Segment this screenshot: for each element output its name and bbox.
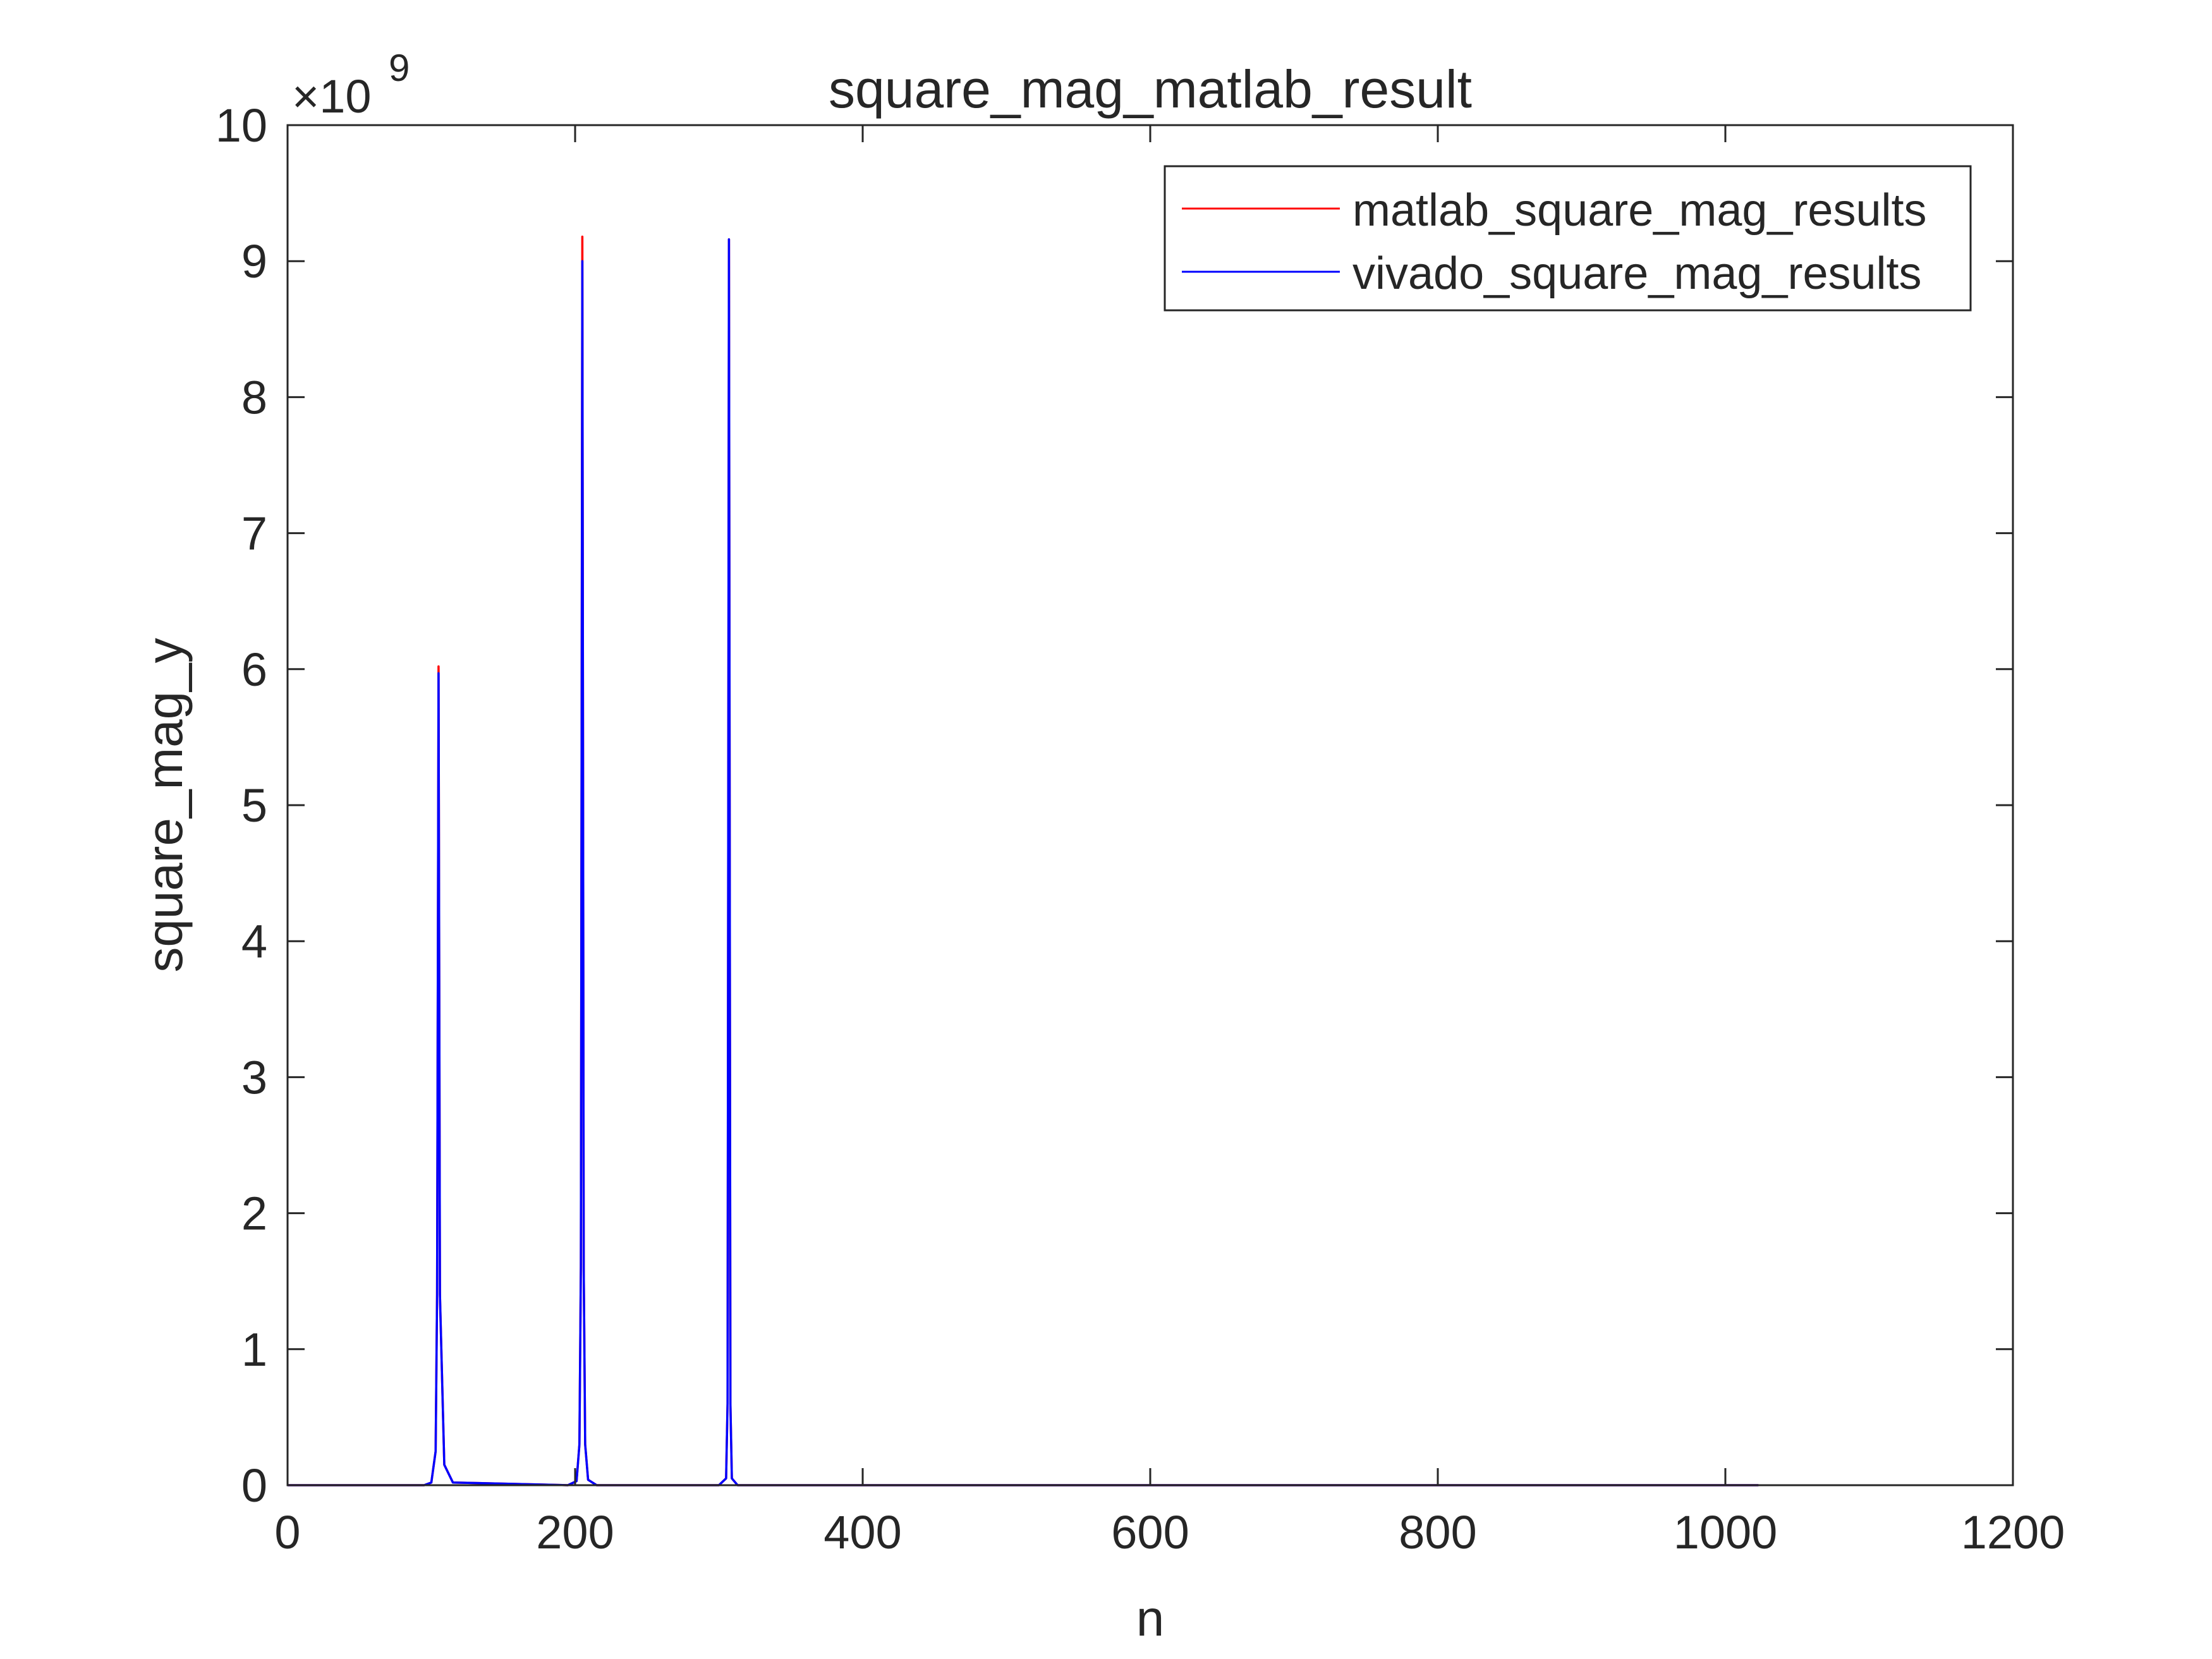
legend-box xyxy=(1164,165,1972,312)
y-axis-ticks: 0 1 2 3 4 5 6 7 8 9 10 xyxy=(216,99,2013,1512)
x-tick-label: 0 xyxy=(274,1506,300,1559)
x-tick-label: 1000 xyxy=(1674,1506,1778,1559)
y-tick-label: 0 xyxy=(241,1459,267,1512)
y-tick-label: 2 xyxy=(241,1188,267,1240)
x-axis-title: n xyxy=(1136,1590,1165,1646)
x-tick-label: 600 xyxy=(1111,1506,1189,1559)
y-tick-label: 10 xyxy=(216,99,267,152)
x-axis-ticks: 0 200 400 600 800 1000 1200 xyxy=(274,125,2065,1559)
x-tick-label: 400 xyxy=(823,1506,901,1559)
y-axis-title: square_mag_y xyxy=(137,638,193,972)
y-axis-exponent-power: 9 xyxy=(389,47,410,89)
legend-label-matlab: matlab_square_mag_results xyxy=(1352,185,1927,236)
y-tick-label: 4 xyxy=(241,915,267,968)
y-tick-label: 5 xyxy=(241,779,267,832)
legend-label-vivado: vivado_square_mag_results xyxy=(1352,248,1922,299)
x-tick-label: 800 xyxy=(1399,1506,1476,1559)
y-tick-label: 6 xyxy=(241,643,267,696)
series-layer xyxy=(288,235,1759,1486)
series-line-vivado xyxy=(288,238,1759,1486)
y-tick-label: 9 xyxy=(241,235,267,288)
plot-area xyxy=(288,125,2013,1485)
chart-title: square_mag_matlab_result xyxy=(829,59,1472,119)
y-axis-exponent-base: ×10 xyxy=(292,70,372,123)
y-tick-label: 1 xyxy=(241,1323,267,1376)
legend: matlab_square_mag_results vivado_square_… xyxy=(1164,165,1972,312)
y-tick-label: 7 xyxy=(241,507,267,560)
x-tick-label: 1200 xyxy=(1961,1506,2065,1559)
y-axis-exponent: ×10 9 xyxy=(292,47,410,123)
x-tick-label: 200 xyxy=(536,1506,614,1559)
y-tick-label: 3 xyxy=(241,1051,267,1103)
y-tick-label: 8 xyxy=(241,371,267,423)
